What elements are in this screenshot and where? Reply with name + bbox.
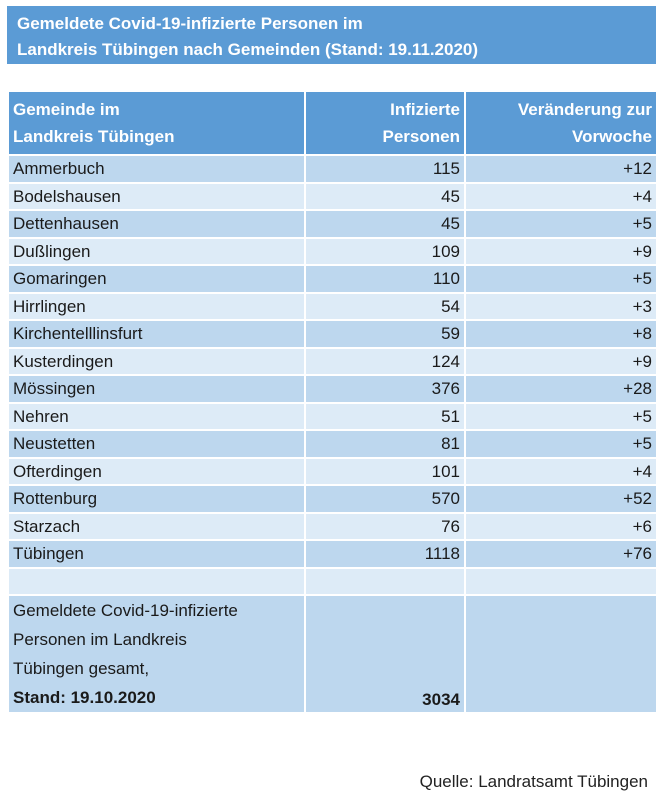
cell-gemeinde: Ofterdingen — [9, 458, 304, 484]
cell-infizierte: 376 — [306, 376, 464, 402]
cell-infizierte: 1118 — [306, 541, 464, 567]
cell-infizierte: 51 — [306, 403, 464, 429]
covid-table: Gemeinde im Landkreis Tübingen Infiziert… — [7, 90, 658, 714]
cell-gemeinde: Nehren — [9, 403, 304, 429]
cell-veraenderung: +9 — [466, 238, 656, 264]
cell-gemeinde: Starzach — [9, 513, 304, 539]
cell-infizierte: 45 — [306, 211, 464, 237]
header-gemeinde-line2: Landkreis Tübingen — [13, 127, 175, 146]
cell-veraenderung: +4 — [466, 458, 656, 484]
cell-gemeinde: Tübingen — [9, 541, 304, 567]
cell-infizierte: 101 — [306, 458, 464, 484]
cell-veraenderung: +5 — [466, 266, 656, 292]
table-row: Tübingen 1118 +76 — [9, 541, 656, 567]
cell-gemeinde: Dußlingen — [9, 238, 304, 264]
cell-veraenderung: +4 — [466, 183, 656, 209]
cell-veraenderung: +9 — [466, 348, 656, 374]
table-row: Rottenburg 570 +52 — [9, 486, 656, 512]
cell-infizierte: 109 — [306, 238, 464, 264]
cell-veraenderung: +12 — [466, 156, 656, 182]
total-empty-cell — [466, 595, 656, 712]
header-veraenderung: Veränderung zur Vorwoche — [466, 92, 656, 154]
cell-gemeinde: Hirrlingen — [9, 293, 304, 319]
table-row: Hirrlingen 54 +3 — [9, 293, 656, 319]
cell-veraenderung: +52 — [466, 486, 656, 512]
source-note: Quelle: Landratsamt Tübingen — [419, 772, 648, 791]
cell-infizierte: 81 — [306, 431, 464, 457]
cell-infizierte: 76 — [306, 513, 464, 539]
header-infizierte-line1: Infizierte — [390, 100, 460, 119]
table-row: Ammerbuch 115 +12 — [9, 156, 656, 182]
page-title: Gemeldete Covid-19-infizierte Personen i… — [7, 6, 656, 64]
header-infizierte: Infizierte Personen — [306, 92, 464, 154]
cell-infizierte: 570 — [306, 486, 464, 512]
header-gemeinde: Gemeinde im Landkreis Tübingen — [9, 92, 304, 154]
header-veraenderung-line2: Vorwoche — [572, 127, 652, 146]
table-header-row: Gemeinde im Landkreis Tübingen Infiziert… — [9, 92, 656, 154]
table-row: Mössingen 376 +28 — [9, 376, 656, 402]
cell-gemeinde: Gomaringen — [9, 266, 304, 292]
total-label: Gemeldete Covid-19-infizierte Personen i… — [9, 595, 304, 712]
cell-gemeinde: Neustetten — [9, 431, 304, 457]
table-row: Kusterdingen 124 +9 — [9, 348, 656, 374]
title-line-2: Landkreis Tübingen nach Gemeinden (Stand… — [17, 40, 479, 59]
total-value: 3034 — [306, 595, 464, 712]
table-row: Kirchentelllinsfurt 59 +8 — [9, 321, 656, 347]
cell-infizierte: 59 — [306, 321, 464, 347]
cell-infizierte: 124 — [306, 348, 464, 374]
cell-veraenderung: +5 — [466, 211, 656, 237]
table-row: Dußlingen 109 +9 — [9, 238, 656, 264]
table-row: Dettenhausen 45 +5 — [9, 211, 656, 237]
cell-infizierte: 54 — [306, 293, 464, 319]
cell-gemeinde: Mössingen — [9, 376, 304, 402]
table-row: Nehren 51 +5 — [9, 403, 656, 429]
cell-infizierte: 110 — [306, 266, 464, 292]
cell-gemeinde: Ammerbuch — [9, 156, 304, 182]
total-row: Gemeldete Covid-19-infizierte Personen i… — [9, 595, 656, 712]
cell-veraenderung: +3 — [466, 293, 656, 319]
table-row: Neustetten 81 +5 — [9, 431, 656, 457]
cell-veraenderung: +5 — [466, 431, 656, 457]
cell-gemeinde: Kirchentelllinsfurt — [9, 321, 304, 347]
cell-infizierte: 45 — [306, 183, 464, 209]
cell-gemeinde: Kusterdingen — [9, 348, 304, 374]
cell-veraenderung: +28 — [466, 376, 656, 402]
cell-veraenderung: +6 — [466, 513, 656, 539]
cell-veraenderung: +5 — [466, 403, 656, 429]
header-infizierte-line2: Personen — [382, 127, 460, 146]
cell-gemeinde: Bodelshausen — [9, 183, 304, 209]
header-gemeinde-line1: Gemeinde im — [13, 100, 120, 119]
cell-gemeinde: Rottenburg — [9, 486, 304, 512]
total-label-line1: Gemeldete Covid-19-infizierte — [13, 600, 238, 620]
title-line-1: Gemeldete Covid-19-infizierte Personen i… — [17, 14, 363, 33]
blank-cell — [9, 568, 304, 594]
table-row: Ofterdingen 101 +4 — [9, 458, 656, 484]
cell-veraenderung: +8 — [466, 321, 656, 347]
table-row: Bodelshausen 45 +4 — [9, 183, 656, 209]
total-label-date: Stand: 19.10.2020 — [13, 687, 156, 707]
table-row: Starzach 76 +6 — [9, 513, 656, 539]
cell-gemeinde: Dettenhausen — [9, 211, 304, 237]
cell-veraenderung: +76 — [466, 541, 656, 567]
header-veraenderung-line1: Veränderung zur — [517, 100, 652, 119]
blank-cell — [306, 568, 464, 594]
total-label-line3: Tübingen gesamt, — [13, 658, 150, 678]
total-label-line2: Personen im Landkreis — [13, 629, 187, 649]
table-row: Gomaringen 110 +5 — [9, 266, 656, 292]
blank-cell — [466, 568, 656, 594]
cell-infizierte: 115 — [306, 156, 464, 182]
blank-row — [9, 568, 656, 594]
